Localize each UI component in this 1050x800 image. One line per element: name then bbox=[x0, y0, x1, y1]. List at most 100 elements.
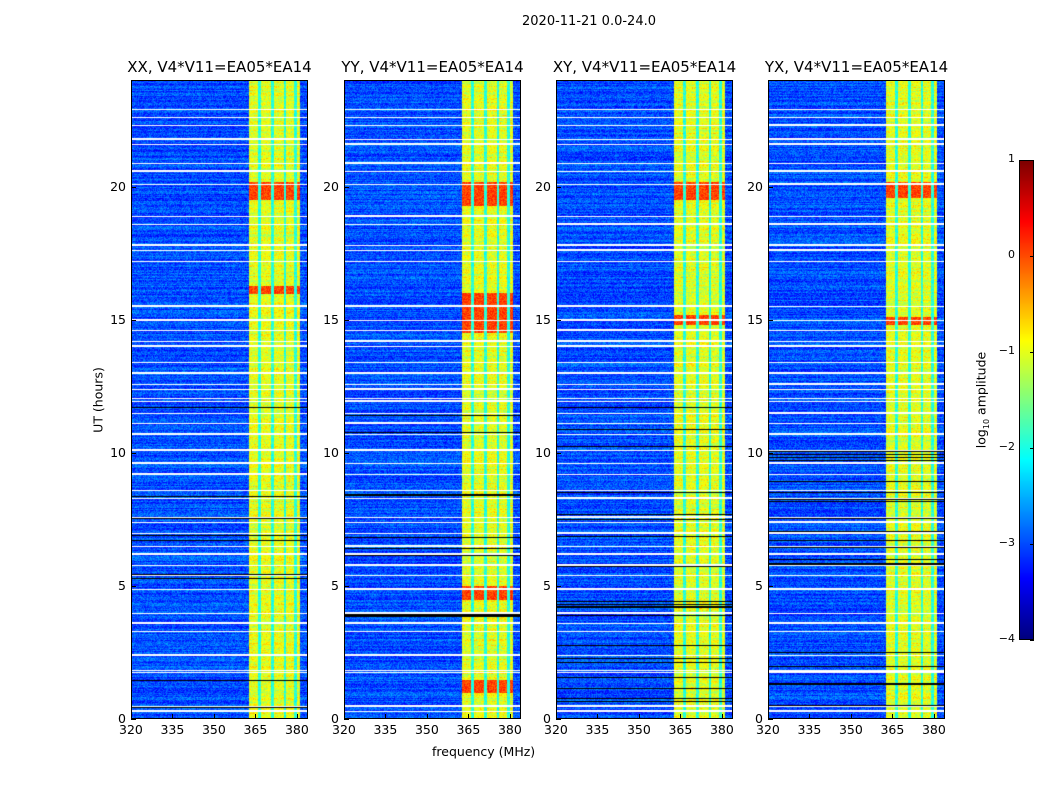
y-tick bbox=[131, 719, 136, 720]
axes-frame bbox=[344, 80, 521, 719]
y-tick bbox=[768, 452, 773, 454]
colorbar-tick-label: 1 bbox=[1008, 152, 1015, 165]
x-tick bbox=[638, 714, 640, 719]
y-tick-label: 10 bbox=[110, 444, 126, 460]
x-tick bbox=[468, 714, 470, 719]
x-tick-label: 320 bbox=[332, 722, 356, 737]
x-tick bbox=[892, 714, 894, 719]
x-tick-label: 380 bbox=[921, 722, 946, 737]
x-axis-label: frequency (MHz) bbox=[432, 744, 536, 759]
x-tick-label: 365 bbox=[668, 722, 693, 737]
colorbar-tick-label: −3 bbox=[998, 536, 1015, 549]
colorbar-tick-label: −2 bbox=[998, 440, 1015, 453]
y-tick bbox=[344, 319, 349, 321]
x-tick bbox=[131, 714, 132, 719]
figure-title: 2020-11-21 0.0-24.0 bbox=[522, 14, 656, 29]
x-tick bbox=[850, 714, 852, 719]
x-tick bbox=[296, 714, 298, 719]
colorbar-tick-label: −1 bbox=[998, 344, 1015, 357]
x-tick-label: 380 bbox=[709, 722, 734, 737]
x-tick-label: 350 bbox=[626, 722, 651, 737]
x-tick-label: 380 bbox=[497, 722, 522, 737]
colorbar-tick-label: −4 bbox=[998, 632, 1015, 645]
y-tick bbox=[556, 585, 561, 587]
y-tick-label: 10 bbox=[535, 444, 551, 460]
colorbar-tick bbox=[1030, 160, 1034, 161]
x-tick bbox=[556, 714, 557, 719]
y-tick bbox=[131, 585, 136, 587]
x-tick bbox=[255, 714, 257, 719]
x-tick bbox=[213, 714, 215, 719]
y-tick-label: 5 bbox=[755, 577, 763, 593]
x-tick bbox=[426, 714, 428, 719]
x-tick bbox=[172, 714, 174, 719]
y-tick-label: 20 bbox=[110, 178, 126, 194]
y-tick-label: 15 bbox=[110, 311, 126, 327]
panel-title: XY, V4*V11=EA05*EA14 bbox=[552, 58, 737, 76]
y-tick bbox=[768, 186, 773, 188]
y-tick-label: 10 bbox=[323, 444, 339, 460]
x-tick bbox=[509, 714, 511, 719]
x-tick bbox=[385, 714, 387, 719]
y-tick bbox=[131, 452, 136, 454]
y-tick bbox=[768, 319, 773, 321]
y-axis-label: UT (hours) bbox=[90, 367, 106, 433]
spectrogram-image bbox=[556, 80, 733, 719]
axes-frame bbox=[556, 80, 733, 719]
y-tick-label: 0 bbox=[543, 711, 551, 726]
x-tick-label: 335 bbox=[373, 722, 398, 737]
x-tick-label: 320 bbox=[119, 722, 143, 737]
y-tick bbox=[768, 585, 773, 587]
panel-title: YY, V4*V11=EA05*EA14 bbox=[341, 58, 524, 76]
y-tick bbox=[344, 452, 349, 454]
x-tick-label: 335 bbox=[585, 722, 610, 737]
x-tick bbox=[721, 714, 723, 719]
y-tick-label: 20 bbox=[747, 178, 763, 194]
y-tick bbox=[556, 452, 561, 454]
spectrogram-panel: XY, V4*V11=EA05*EA14 320 335 350 365 380 0 5 10 1… bbox=[535, 58, 736, 737]
y-tick bbox=[556, 319, 561, 321]
y-tick-label: 5 bbox=[543, 577, 551, 593]
x-tick-label: 335 bbox=[797, 722, 822, 737]
y-tick bbox=[131, 186, 136, 188]
x-tick bbox=[680, 714, 682, 719]
panel-title: XX, V4*V11=EA05*EA14 bbox=[127, 58, 312, 76]
colorbar-tick bbox=[1030, 640, 1034, 641]
x-tick-label: 350 bbox=[838, 722, 863, 737]
x-tick-label: 365 bbox=[880, 722, 905, 737]
colorbar-label: log10 amplitude bbox=[973, 351, 991, 449]
spectrogram-panel: YY, V4*V11=EA05*EA14 320 335 350 365 380 0 5 10 1… bbox=[323, 58, 524, 737]
y-tick-label: 5 bbox=[118, 577, 126, 593]
spectrogram-image bbox=[344, 80, 521, 719]
y-tick-label: 0 bbox=[755, 711, 763, 726]
spectrogram-image bbox=[131, 80, 308, 719]
x-tick bbox=[809, 714, 811, 719]
x-tick bbox=[597, 714, 599, 719]
colorbar-tick bbox=[1030, 352, 1034, 353]
colorbar-tick bbox=[1030, 448, 1034, 449]
x-tick-label: 365 bbox=[243, 722, 268, 737]
y-tick bbox=[344, 186, 349, 188]
spectrogram-image bbox=[768, 80, 945, 719]
y-tick bbox=[344, 719, 349, 720]
y-tick-label: 0 bbox=[331, 711, 339, 726]
y-tick-label: 15 bbox=[747, 311, 763, 327]
axes-frame bbox=[131, 80, 308, 719]
colorbar-tick bbox=[1030, 256, 1034, 257]
colorbar-tick bbox=[1030, 544, 1034, 545]
axes-frame bbox=[768, 80, 945, 719]
x-tick-label: 320 bbox=[544, 722, 568, 737]
x-tick bbox=[344, 714, 345, 719]
x-tick bbox=[768, 714, 769, 719]
x-tick-label: 350 bbox=[414, 722, 439, 737]
y-tick bbox=[768, 719, 773, 720]
y-tick-label: 5 bbox=[331, 577, 339, 593]
y-tick bbox=[556, 186, 561, 188]
x-tick-label: 380 bbox=[284, 722, 309, 737]
colorbar-tick-label: 0 bbox=[1008, 248, 1015, 261]
y-tick-label: 20 bbox=[323, 178, 339, 194]
y-tick-label: 15 bbox=[323, 311, 339, 327]
y-tick-label: 0 bbox=[118, 711, 126, 726]
spectrogram-panel: YX, V4*V11=EA05*EA14 320 335 350 365 380 0 5 10 1… bbox=[747, 58, 948, 737]
